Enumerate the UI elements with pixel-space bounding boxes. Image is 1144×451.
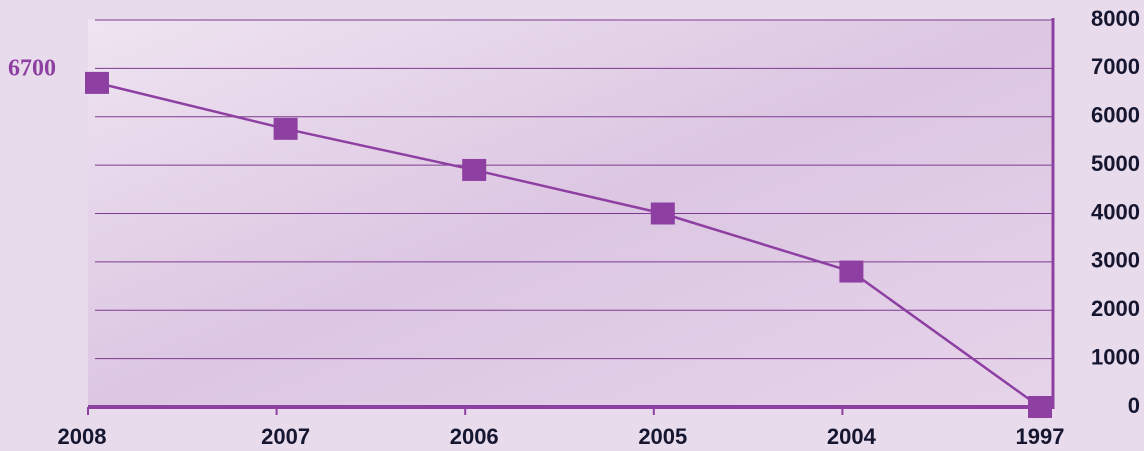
annotation: 6700 (8, 56, 56, 82)
x-tick-label: 2007 (261, 424, 310, 449)
y-tick-label: 2000 (1091, 296, 1140, 321)
y-tick-label: 4000 (1091, 199, 1140, 224)
x-tick-label: 2008 (58, 424, 107, 449)
x-tick-label: 1997 (1016, 424, 1065, 449)
y-tick-label: 3000 (1091, 248, 1140, 273)
y-tick-label: 8000 (1091, 6, 1140, 31)
x-tick-label: 2005 (638, 424, 687, 449)
y-tick-label: 7000 (1091, 54, 1140, 79)
marker (650, 202, 675, 225)
y-tick-label: 1000 (1091, 344, 1140, 369)
x-tick-label: 2004 (827, 424, 877, 449)
marker (839, 260, 864, 283)
marker (462, 158, 487, 181)
marker (85, 71, 109, 94)
marker (1028, 396, 1052, 418)
y-tick-label: 5000 (1091, 151, 1140, 176)
y-tick-label: 6000 (1091, 103, 1140, 128)
x-tick-label: 2006 (450, 424, 499, 449)
marker (273, 117, 298, 140)
line (96, 81, 1041, 409)
y-tick-label: 0 (1128, 393, 1140, 418)
